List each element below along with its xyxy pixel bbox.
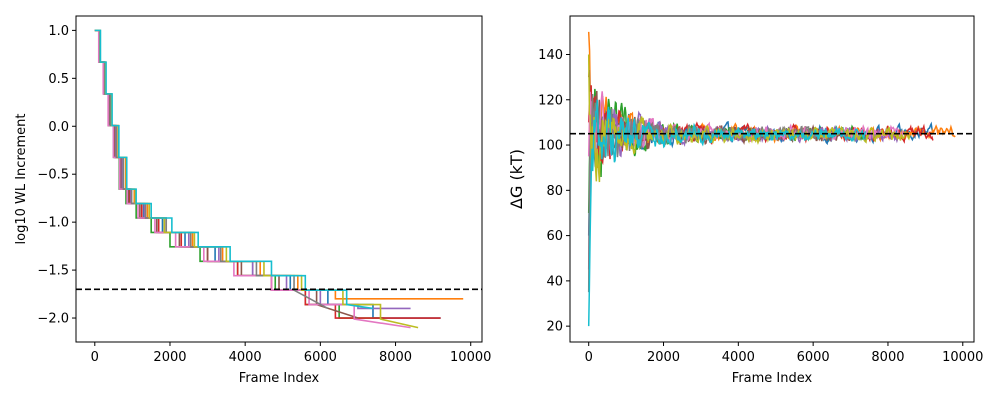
x-tick-label: 4000 <box>722 350 755 365</box>
wl-x-axis-label: Frame Index <box>239 371 320 386</box>
wl-x-ticks: 0 2000 4000 6000 8000 10000 <box>91 342 491 365</box>
x-tick-label: 8000 <box>379 350 412 365</box>
delta-g-chart: 0 2000 4000 6000 8000 10000 20 40 60 80 100 120 140… <box>507 15 983 386</box>
x-tick-label: 6000 <box>304 350 337 365</box>
x-tick-label: 8000 <box>871 350 904 365</box>
delta-g-series-line <box>587 99 867 327</box>
y-tick-label: −0.5 <box>37 168 69 183</box>
x-tick-label: 4000 <box>229 350 262 365</box>
x-tick-label: 6000 <box>797 350 830 365</box>
y-tick-label: 140 <box>538 48 563 63</box>
x-tick-label: 2000 <box>153 350 186 365</box>
delta-g-x-ticks: 0 2000 4000 6000 8000 10000 <box>585 342 983 365</box>
wl-plot-frame <box>75 15 483 343</box>
x-tick-label: 10000 <box>942 350 983 365</box>
delta-g-y-axis-label: ΔG (kT) <box>507 149 526 209</box>
delta-g-x-axis-label: Frame Index <box>732 371 813 386</box>
y-tick-label: 80 <box>546 184 563 199</box>
wl-increment-chart: 0 2000 4000 6000 8000 10000 1.0 0.5 0.0 −0.5 −1.0… <box>14 15 491 386</box>
y-tick-label: 120 <box>538 93 563 108</box>
delta-g-series-group <box>587 31 956 327</box>
wl-increment-series-group <box>94 29 464 329</box>
y-tick-label: 20 <box>546 320 563 335</box>
y-tick-label: 40 <box>546 274 563 289</box>
y-tick-label: 60 <box>546 229 563 244</box>
y-tick-label: 1.0 <box>48 24 69 39</box>
delta-g-y-ticks: 20 40 60 80 100 120 140 <box>538 48 570 335</box>
y-tick-label: 0.5 <box>48 72 69 87</box>
y-tick-label: 100 <box>538 139 563 154</box>
x-tick-label: 0 <box>585 350 593 365</box>
y-tick-label: 0.0 <box>48 120 69 135</box>
wl-y-axis-label: log10 WL Increment <box>14 114 29 245</box>
y-tick-label: −1.0 <box>37 216 69 231</box>
y-tick-label: −2.0 <box>37 312 69 327</box>
x-tick-label: 10000 <box>450 350 491 365</box>
delta-g-plot-frame <box>569 15 975 343</box>
wl-y-ticks: 1.0 0.5 0.0 −0.5 −1.0 −1.5 −2.0 <box>37 24 76 327</box>
x-tick-label: 2000 <box>647 350 680 365</box>
x-tick-label: 0 <box>91 350 99 365</box>
y-tick-label: −1.5 <box>37 264 69 279</box>
wl-series-line <box>94 29 374 310</box>
